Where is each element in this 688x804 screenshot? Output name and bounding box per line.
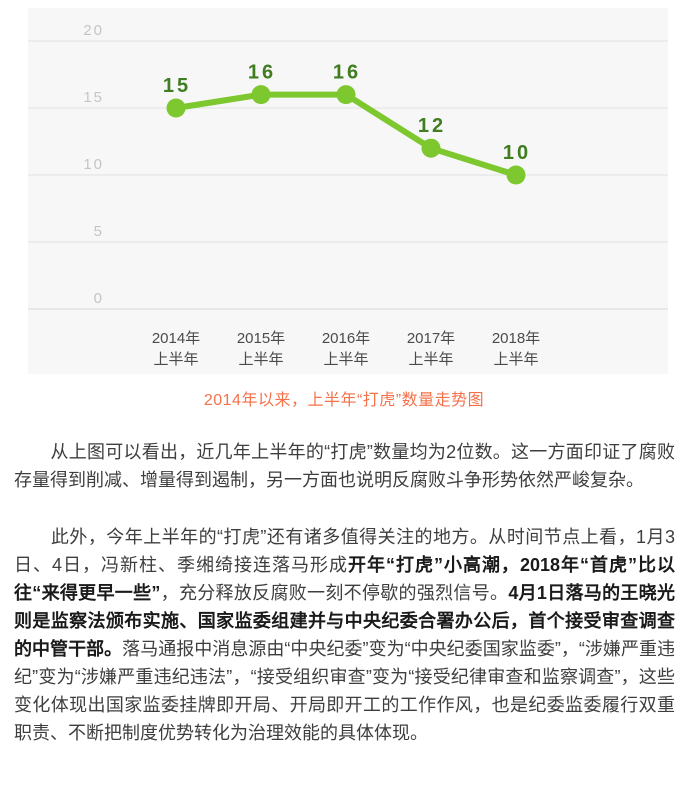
- tiger-trend-chart: 0 5 10 15 20 15 16 16 12 10 2014年上半年 2015年上半年 2016年上…: [28, 8, 668, 374]
- data-point-label: 16: [333, 62, 361, 84]
- data-point: [421, 138, 441, 158]
- paragraph-2: 此外，今年上半年的“打虎”还有诸多值得关注的地方。从时间节点上看，1月3日、4日…: [14, 523, 675, 747]
- x-axis-label-year: 2018年: [492, 330, 540, 347]
- text-run: 从上图可以看出，近几年上半年的“打虎”数量均为2位数。这一方面印证了腐败存量得到…: [14, 442, 675, 490]
- article-body: 从上图可以看出，近几年上半年的“打虎”数量均为2位数。这一方面印证了腐败存量得到…: [0, 438, 688, 776]
- y-tick-label: 15: [83, 89, 104, 106]
- data-point-label: 16: [248, 62, 276, 84]
- chart-line: [173, 91, 519, 178]
- data-point-label: 10: [503, 142, 531, 164]
- data-point: [166, 98, 186, 118]
- data-point-label: 15: [163, 75, 191, 97]
- x-axis-label-half: 上半年: [238, 351, 283, 368]
- text-run: 落马通报中消息源由“中央纪委”变为“中央纪委国家监委”，“涉嫌严重违纪”变为“涉…: [14, 639, 676, 743]
- text-run-bold: 4月1日落马的王晓光则是监察法颁布实施、国家监委组建并与中央纪委合署办公后，首个…: [14, 583, 676, 659]
- text-run-bold: 开年“打虎”小高潮，2018年“首虎”比以往“来得更早一些”: [14, 555, 675, 603]
- x-axis-label-year: 2017年: [407, 330, 455, 347]
- data-point: [506, 165, 526, 185]
- x-axis-label-year: 2015年: [237, 330, 285, 347]
- x-axis-label-half: 上半年: [323, 351, 368, 368]
- chart-caption: 2014年以来，上半年“打虎”数量走势图: [203, 392, 485, 409]
- y-tick-label: 0: [94, 290, 104, 307]
- y-tick-label: 20: [83, 22, 104, 39]
- text-run: ，充分释放反腐败一刻不停歇的强烈信号。: [160, 583, 509, 603]
- data-point: [336, 85, 356, 105]
- text-run: 此外，今年上半年的“打虎”还有诸多值得关注的地方。从时间节点上看，1月3日、4日…: [14, 527, 675, 575]
- y-tick-label: 5: [94, 223, 104, 240]
- data-point: [251, 85, 271, 105]
- x-axis-label-half: 上半年: [153, 351, 198, 368]
- x-axis-label-year: 2016年: [322, 330, 370, 347]
- x-axis-label-half: 上半年: [408, 351, 453, 368]
- data-point-label: 12: [418, 115, 446, 137]
- y-tick-label: 10: [83, 156, 104, 173]
- x-axis-label-half: 上半年: [493, 351, 538, 368]
- x-axis-label-year: 2014年: [152, 330, 200, 347]
- paragraph-1: 从上图可以看出，近几年上半年的“打虎”数量均为2位数。这一方面印证了腐败存量得到…: [14, 438, 675, 494]
